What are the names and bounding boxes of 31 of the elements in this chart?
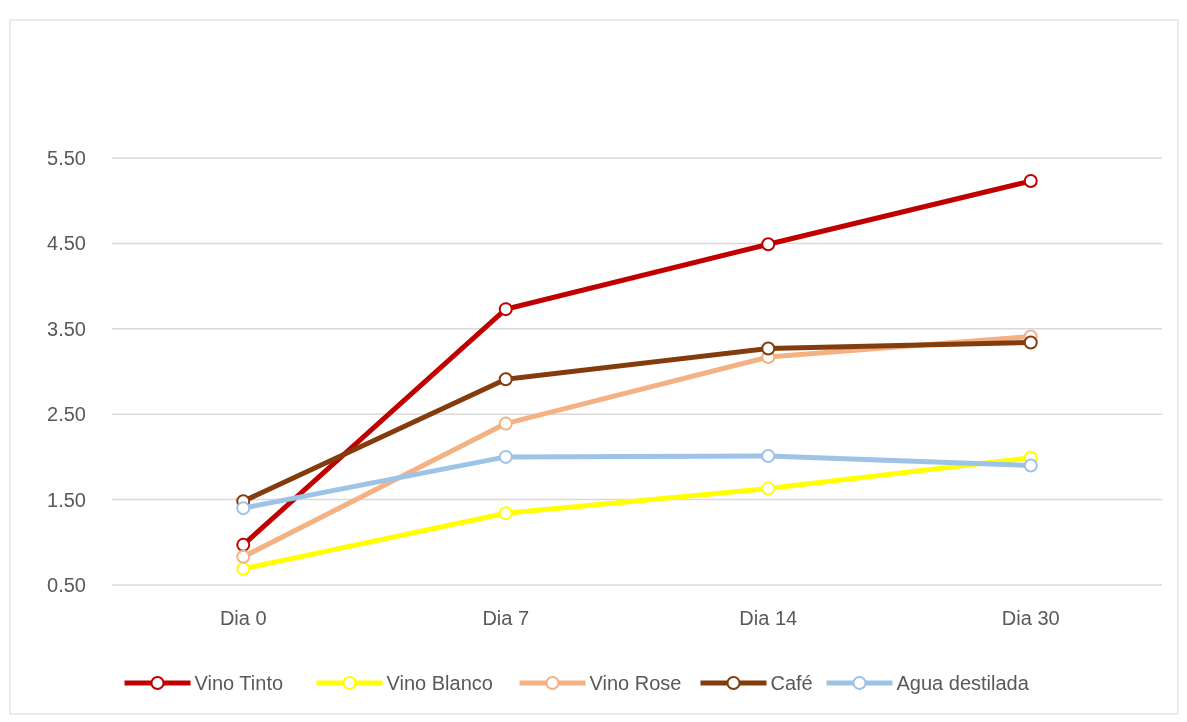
point <box>1023 335 1038 350</box>
point <box>236 561 251 576</box>
y-tick-label: 0.50 <box>47 574 86 596</box>
legend-label: Vino Rose <box>589 672 682 694</box>
point <box>1023 174 1038 189</box>
point <box>498 506 513 521</box>
x-tick-label: Dia 7 <box>482 607 530 629</box>
x-tick-label: Dia 30 <box>1001 607 1060 629</box>
x-tick-label: Dia 0 <box>219 607 267 629</box>
y-tick-label: 4.50 <box>47 232 86 255</box>
point <box>236 537 251 552</box>
point <box>498 416 513 431</box>
point <box>761 449 776 464</box>
point <box>1023 458 1038 473</box>
legend-label: Café <box>770 672 813 694</box>
point <box>761 237 776 252</box>
x-tick-label: Dia 14 <box>739 607 798 629</box>
point <box>236 549 251 564</box>
legend-label: Agua destilada <box>896 672 1030 694</box>
point <box>236 501 251 516</box>
point <box>498 449 513 464</box>
point <box>498 372 513 387</box>
y-tick-label: 3.50 <box>47 317 86 340</box>
legend-label: Vino Blanco <box>386 672 493 694</box>
y-tick-label: 2.50 <box>47 403 86 426</box>
point <box>761 341 776 356</box>
y-tick-label: 5.50 <box>47 147 86 169</box>
point <box>761 481 776 496</box>
y-tick-label: 1.50 <box>47 488 86 511</box>
point <box>498 302 513 317</box>
legend-label: Vino Tinto <box>194 672 284 694</box>
